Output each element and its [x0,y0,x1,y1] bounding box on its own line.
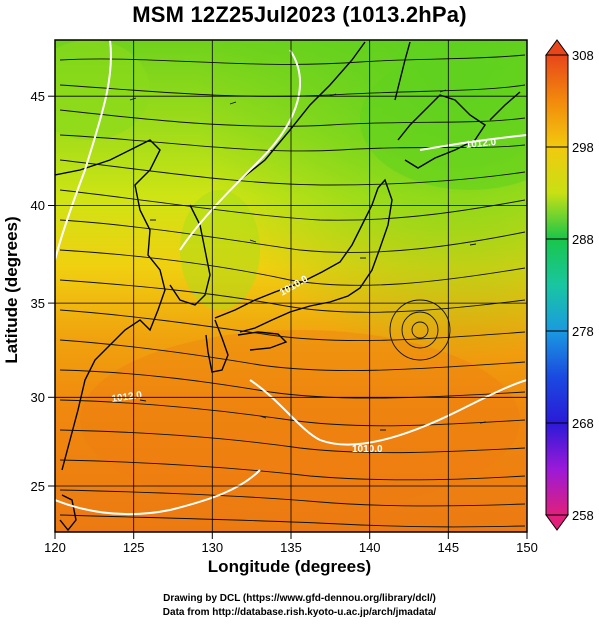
y-tick-45: 45 [31,89,45,104]
colorbar-label-268: 268 [572,416,594,431]
coastline-hokkaido [397,94,486,169]
isobar-label-3: 1012.0 [465,137,497,151]
coastlines [55,41,521,532]
colorbar: 308 298 288 278 268 258 [545,39,594,531]
coastline-honshu [214,178,393,333]
x-tick-140: 140 [359,540,381,555]
x-tick-150: 150 [516,540,538,555]
credit-drawing: Drawing by DCL (https://www.gfd-dennou.o… [163,593,436,604]
colorbar-label-278: 278 [572,324,594,339]
coastline-kyushu [205,319,229,373]
y-tick-25: 25 [31,479,45,494]
y-tick-labels: 25 30 35 40 45 [31,89,45,494]
colorbar-top-triangle [545,39,569,56]
coastline-taiwan [59,494,77,532]
y-tick-35: 35 [31,296,45,311]
x-tick-120: 120 [44,540,66,555]
map-title: MSM 12Z25Jul2023 (1013.2hPa) [132,2,467,27]
x-tick-145: 145 [437,540,459,555]
colorbar-ticks [546,54,568,516]
x-tick-135: 135 [280,540,302,555]
x-tick-130: 130 [201,540,223,555]
colorbar-label-258: 258 [572,508,594,523]
isobar-1010-north [179,49,301,251]
colorbar-body [545,54,569,516]
graticule [55,40,527,532]
x-tick-labels: 120 125 130 135 140 145 150 [44,540,538,555]
colorbar-label-288: 288 [572,232,594,247]
x-axis-label: Longitude (degrees) [207,557,372,576]
colorbar-label-298: 298 [572,140,594,155]
y-tick-40: 40 [31,198,45,213]
coastline-korea-east [169,204,211,306]
coastline-sakhalin [394,41,411,101]
x-tick-125: 125 [123,540,145,555]
axis-ticks [48,95,528,539]
coastline-korea-china [55,139,166,471]
colorbar-label-308: 308 [572,48,594,63]
isobar-1012-north [55,40,112,261]
isobar-label-4: 1010.0 [352,444,383,455]
colorbar-labels: 308 298 288 278 268 258 [572,48,594,523]
credit-data: Data from http://database.rish.kyoto-u.a… [162,607,437,618]
coastline-russia [239,41,366,181]
isobar-1012-east [419,134,527,151]
y-tick-30: 30 [31,390,45,405]
colorbar-bottom-triangle [545,514,569,531]
streamlines [59,54,526,528]
